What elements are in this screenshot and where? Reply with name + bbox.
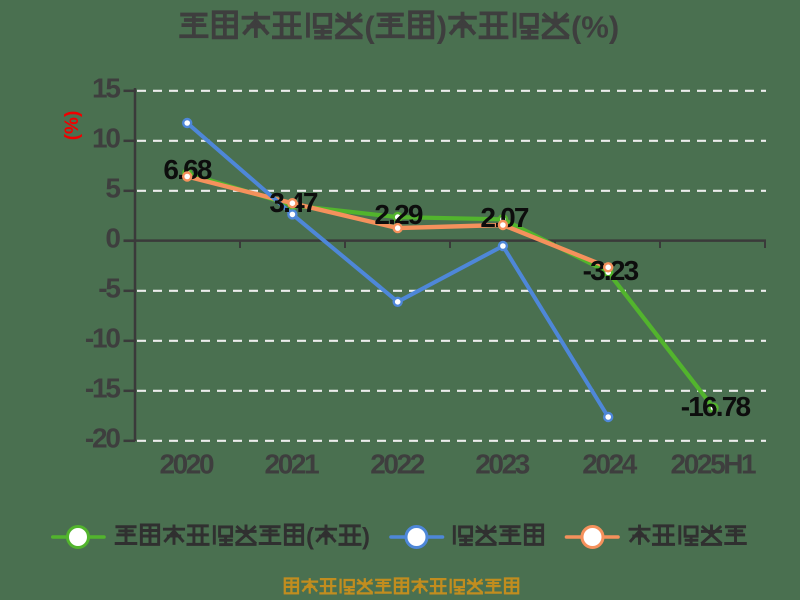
svg-text:2023: 2023 [475,449,530,480]
svg-text:): ) [437,10,447,45]
svg-text:-5: -5 [98,272,120,303]
svg-text:(: ( [571,10,582,45]
svg-text:): ) [609,10,619,45]
svg-text:5: 5 [105,172,120,203]
svg-text:2021: 2021 [265,449,320,480]
svg-text:2025H1: 2025H1 [671,449,757,480]
svg-text:-16.78: -16.78 [681,391,751,422]
svg-text:15: 15 [92,72,120,103]
svg-text:2020: 2020 [159,449,214,480]
svg-text:-15: -15 [85,372,120,403]
svg-text:(: ( [364,10,375,45]
svg-text:(: ( [306,524,314,551]
svg-text:0: 0 [105,222,120,253]
svg-text:-20: -20 [85,422,120,453]
svg-text:10: 10 [92,122,120,153]
svg-text:%: % [581,10,609,45]
svg-text:-10: -10 [85,322,120,353]
svg-text:(%): (%) [62,111,83,141]
svg-text:2024: 2024 [582,449,638,480]
svg-text:): ) [362,524,370,551]
svg-text:2022: 2022 [370,449,425,480]
